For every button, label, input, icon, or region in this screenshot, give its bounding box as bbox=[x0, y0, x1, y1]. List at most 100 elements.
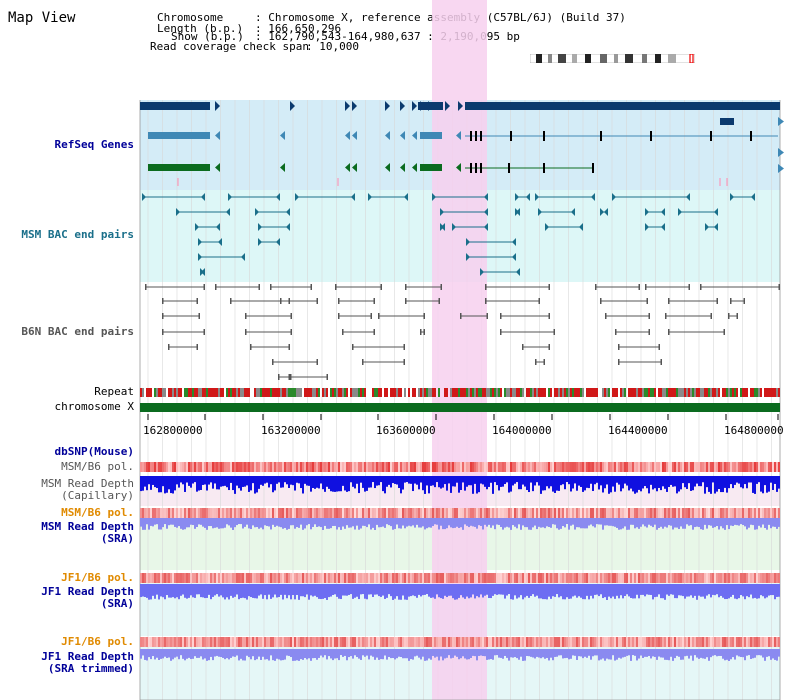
read-depth-bin bbox=[166, 649, 168, 659]
polymorphism-bin bbox=[754, 573, 756, 583]
read-depth-bin bbox=[564, 518, 566, 528]
read-depth-bin bbox=[610, 649, 612, 660]
polymorphism-bin bbox=[158, 573, 160, 583]
polymorphism-bin bbox=[776, 462, 778, 472]
read-depth-bin bbox=[534, 476, 536, 486]
read-depth-bin bbox=[664, 518, 666, 527]
polymorphism-bin bbox=[758, 573, 760, 583]
read-depth-bin bbox=[366, 584, 368, 600]
read-depth-bin bbox=[550, 584, 552, 599]
polymorphism-bin bbox=[684, 462, 686, 472]
polymorphism-bin bbox=[300, 637, 302, 647]
repeat-element bbox=[680, 388, 682, 397]
read-depth-bin bbox=[348, 649, 350, 658]
polymorphism-bin bbox=[534, 462, 536, 472]
repeat-element bbox=[654, 388, 656, 397]
b6n-bac-end bbox=[230, 298, 232, 304]
polymorphism-bin bbox=[514, 637, 516, 647]
read-depth-bin bbox=[272, 518, 274, 525]
polymorphism-bin bbox=[714, 462, 716, 472]
polymorphism-bin bbox=[398, 462, 400, 472]
read-depth-bin bbox=[578, 649, 580, 657]
repeat-element bbox=[218, 388, 220, 397]
polymorphism-bin bbox=[426, 462, 428, 472]
polymorphism-bin bbox=[706, 637, 708, 647]
page-title: Map View bbox=[8, 10, 76, 26]
b6n-bac-end bbox=[645, 284, 647, 290]
polymorphism-bin bbox=[254, 462, 256, 472]
polymorphism-bin bbox=[518, 637, 520, 647]
read-depth-bin bbox=[254, 584, 256, 599]
read-depth-bin bbox=[654, 584, 656, 598]
read-depth-bin bbox=[504, 476, 506, 485]
msm-bac-end bbox=[286, 223, 290, 231]
repeat-element bbox=[352, 388, 354, 397]
polymorphism-bin bbox=[322, 637, 324, 647]
polymorphism-bin bbox=[190, 637, 192, 647]
b6n-bac-end bbox=[338, 313, 340, 319]
read-depth-bin bbox=[382, 649, 384, 660]
polymorphism-bin bbox=[274, 637, 276, 647]
gene-arrow bbox=[280, 131, 285, 140]
read-depth-bin bbox=[742, 584, 744, 597]
polymorphism-bin bbox=[468, 462, 470, 472]
polymorphism-bin bbox=[658, 573, 660, 583]
polymorphism-bin bbox=[284, 508, 286, 518]
polymorphism-bin bbox=[326, 508, 328, 518]
polymorphism-bin bbox=[634, 637, 636, 647]
read-depth-bin bbox=[212, 518, 214, 529]
polymorphism-bin bbox=[454, 508, 456, 518]
polymorphism-bin bbox=[504, 637, 506, 647]
polymorphism-bin bbox=[240, 573, 242, 583]
polymorphism-bin bbox=[686, 462, 688, 472]
read-depth-bin bbox=[502, 584, 504, 595]
track-label-chromosome: chromosome X bbox=[54, 400, 134, 413]
read-depth-bin bbox=[220, 476, 222, 487]
polymorphism-bin bbox=[330, 462, 332, 472]
read-depth-bin bbox=[448, 518, 450, 526]
read-depth-bin bbox=[584, 584, 586, 600]
read-depth-bin bbox=[464, 584, 466, 599]
polymorphism-bin bbox=[460, 462, 462, 472]
read-depth-bin bbox=[444, 584, 446, 596]
polymorphism-bin bbox=[516, 462, 518, 472]
b6n-bac-end bbox=[250, 344, 252, 350]
read-depth-bin bbox=[304, 584, 306, 598]
read-depth-bin bbox=[638, 649, 640, 659]
repeat-element bbox=[724, 388, 726, 397]
read-depth-bin bbox=[562, 584, 564, 600]
polymorphism-bin bbox=[704, 508, 706, 518]
read-depth-bin bbox=[608, 518, 610, 526]
polymorphism-bin bbox=[342, 637, 344, 647]
polymorphism-bin bbox=[238, 508, 240, 518]
polymorphism-bin bbox=[348, 508, 350, 518]
msm-bac-end bbox=[579, 223, 583, 231]
msm-bac-end bbox=[516, 268, 520, 276]
polymorphism-bin bbox=[452, 508, 454, 518]
read-depth-bin bbox=[472, 518, 474, 527]
read-depth-bin bbox=[444, 518, 446, 530]
repeat-element bbox=[204, 388, 206, 397]
b6n-bac-end bbox=[736, 313, 738, 319]
polymorphism-bin bbox=[552, 637, 554, 647]
polymorphism-bin bbox=[596, 462, 598, 472]
read-depth-bin bbox=[588, 584, 590, 600]
polymorphism-bin bbox=[462, 573, 464, 583]
polymorphism-bin bbox=[188, 462, 190, 472]
polymorphism-bin bbox=[700, 508, 702, 518]
polymorphism-bin bbox=[164, 462, 166, 472]
polymorphism-bin bbox=[638, 462, 640, 472]
read-depth-bin bbox=[242, 518, 244, 529]
read-depth-bin bbox=[596, 476, 598, 483]
polymorphism-bin bbox=[344, 462, 346, 472]
read-depth-bin bbox=[202, 476, 204, 485]
polymorphism-bin bbox=[254, 637, 256, 647]
read-depth-bin bbox=[762, 649, 764, 658]
polymorphism-bin bbox=[398, 637, 400, 647]
polymorphism-bin bbox=[644, 573, 646, 583]
read-depth-bin bbox=[324, 649, 326, 656]
chromosome-ideogram[interactable] bbox=[530, 54, 695, 63]
polymorphism-bin bbox=[242, 508, 244, 518]
read-depth-bin bbox=[312, 476, 314, 488]
